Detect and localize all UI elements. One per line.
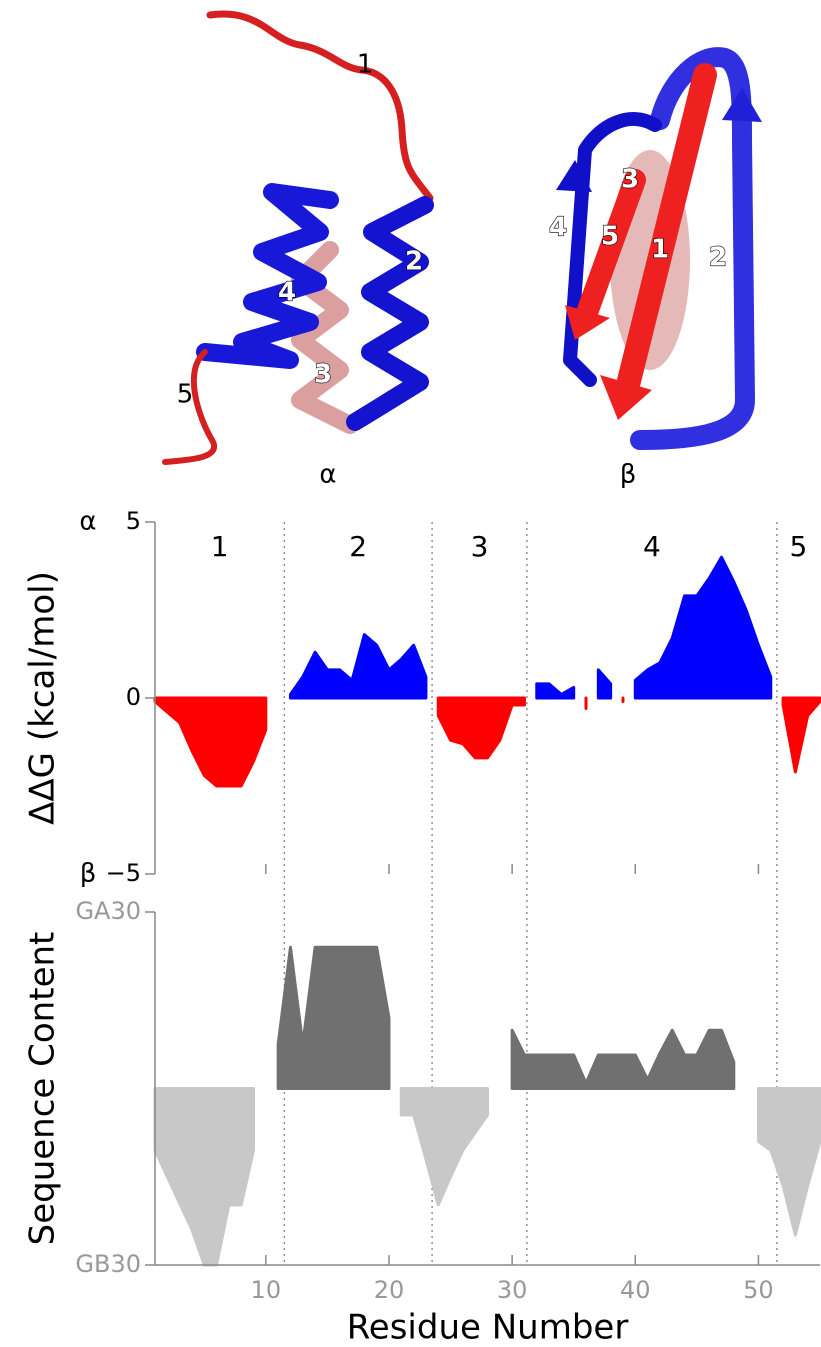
segment-label: 2 [709, 243, 727, 273]
area [598, 670, 610, 698]
area [758, 1089, 820, 1235]
x-tick-label: 10 [251, 1276, 282, 1304]
area [438, 698, 524, 758]
helix [355, 205, 425, 422]
y-tick-label: GB30 [75, 1250, 141, 1278]
arrowhead [722, 88, 762, 122]
y-axis-label: Sequence Content [23, 932, 63, 1246]
segment-label: 4 [643, 530, 661, 563]
structure-label: β [620, 460, 637, 490]
area [155, 1089, 254, 1266]
segment-label: 4 [549, 213, 567, 243]
segment-label: 1 [651, 235, 669, 265]
segment-label: 3 [314, 360, 332, 390]
segment-label: 2 [349, 530, 367, 563]
beta-structure: 1 2 3 4 5 β [549, 57, 762, 489]
x-tick-label: 30 [497, 1276, 528, 1304]
segment-label: 3 [471, 530, 489, 563]
segment-label: 4 [278, 278, 296, 308]
y-tick-label: GA30 [75, 897, 141, 925]
x-tick-label: 20 [374, 1276, 405, 1304]
segment-label: 2 [405, 247, 423, 277]
y-tick-label: −5 [106, 859, 141, 887]
area [537, 684, 574, 698]
area [290, 635, 425, 698]
y-tick-label: 0 [126, 683, 141, 711]
area [635, 557, 770, 698]
segment-label: 1 [211, 530, 229, 563]
x-tick-label: 40 [620, 1276, 651, 1304]
area [278, 947, 389, 1088]
coil [210, 14, 430, 198]
segment-label: 3 [621, 165, 639, 195]
segment-label: 1 [357, 50, 374, 80]
axis-end-label: β [80, 859, 97, 889]
figure: 1 2 3 4 5 α 1 2 3 4 5 β −5 0 5 ΔΔG (kcal/mo… [0, 0, 821, 1347]
x-axis-label: Residue Number [347, 1308, 629, 1347]
area [155, 698, 266, 786]
y-tick-label: 5 [126, 507, 141, 535]
segment-label: 5 [790, 530, 808, 563]
axis-end-label: α [79, 507, 96, 537]
structure-label: α [319, 460, 336, 490]
y-axis-label: ΔΔG (kcal/mol) [23, 571, 63, 825]
area [783, 698, 820, 772]
x-tick-label: 50 [743, 1276, 774, 1304]
alpha-structure: 1 2 3 4 5 α [165, 14, 430, 489]
area [512, 1030, 734, 1088]
segment-label: 5 [177, 380, 194, 410]
segment-label: 5 [601, 222, 619, 252]
area [401, 1089, 487, 1205]
